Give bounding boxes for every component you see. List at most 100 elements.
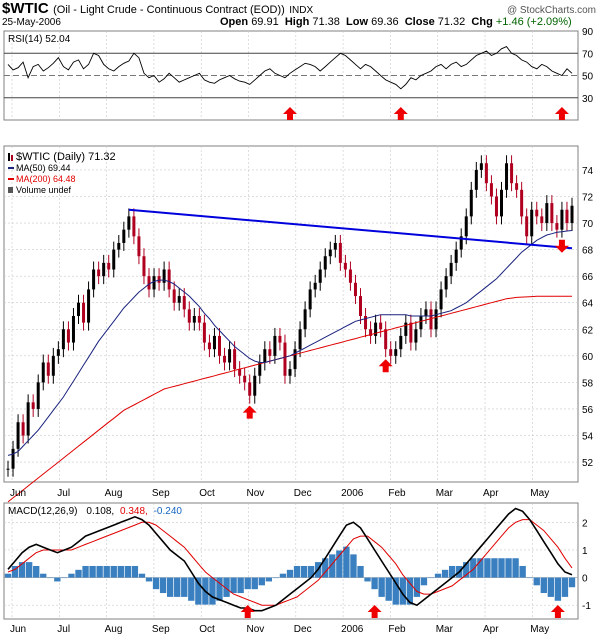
price-body-67 — [343, 262, 347, 270]
macd-hist-bar-13 — [96, 565, 103, 578]
price-candles — [6, 155, 574, 477]
price-body-94 — [479, 163, 483, 170]
price-body-96 — [489, 183, 493, 197]
ma50-line — [7, 230, 573, 456]
price-body-84 — [429, 309, 433, 330]
price-body-26 — [137, 236, 141, 257]
price-body-108 — [550, 203, 554, 224]
price-body-89 — [454, 249, 458, 263]
ohlc-high-label: High — [284, 16, 310, 28]
macd-hist-bar-57 — [406, 577, 414, 605]
macd-hist-bar-23 — [166, 577, 174, 597]
price-body-25 — [132, 216, 136, 237]
macd-hist-bar-11 — [82, 565, 89, 578]
macd-hist-bar-79 — [561, 577, 569, 597]
price-tick-54: 54 — [582, 432, 594, 443]
price-body-41 — [212, 335, 216, 350]
price-body-16 — [87, 289, 91, 323]
price-body-68 — [348, 269, 352, 283]
month-label-0-1: Jul — [57, 488, 70, 499]
price-arrow-0 — [242, 405, 257, 419]
month-label-1-3: Sep — [152, 624, 170, 635]
price-body-43 — [223, 355, 227, 363]
macd-hist-bar-51 — [364, 577, 371, 582]
macd-hist-bar-45 — [322, 558, 329, 578]
macd-arrow-0 — [240, 605, 255, 618]
price-body-5 — [31, 402, 35, 409]
legend-label-2: MA(200) 64.48 — [16, 174, 76, 184]
macd-hist-bar-4 — [33, 565, 40, 578]
price-body-19 — [102, 262, 106, 277]
price-body-32 — [167, 269, 171, 290]
price-body-52 — [268, 349, 272, 356]
price-tick-56: 56 — [582, 405, 594, 416]
macd-hist-bar-67 — [477, 558, 484, 578]
macd-legend-1: 0.108, — [86, 506, 114, 517]
macd-hist-bar-50 — [357, 565, 364, 578]
price-body-17 — [92, 269, 96, 290]
price-arrow-1 — [378, 359, 393, 373]
price-body-35 — [182, 296, 186, 310]
macd-hist-bar-27 — [195, 577, 202, 605]
month-label-0-6: Dec — [294, 488, 312, 499]
macd-hist-bar-31 — [223, 577, 230, 597]
macd-hist-bar-53 — [378, 577, 385, 597]
macd-hist-bar-70 — [498, 558, 505, 578]
price-body-9 — [51, 355, 55, 376]
macd-tick-0: 0 — [582, 574, 588, 585]
macd-hist-bar-80 — [568, 577, 576, 588]
month-label-1-11: May — [530, 624, 549, 635]
price-body-79 — [404, 322, 408, 336]
macd-hist-bar-63 — [448, 565, 456, 578]
macd-hist-bar-9 — [68, 573, 75, 578]
price-body-102 — [520, 189, 524, 217]
month-label-1-0: Jun — [10, 624, 26, 635]
macd-hist-bar-74 — [526, 577, 533, 579]
macd-hist-bar-75 — [533, 577, 540, 586]
price-body-80 — [409, 322, 413, 343]
macd-hist-bar-72 — [512, 558, 519, 578]
rsi-arrow-2 — [554, 107, 569, 120]
macd-hist-bar-25 — [181, 577, 188, 597]
month-label-1-4: Oct — [199, 624, 215, 635]
description: (Oil - Light Crude - Continuous Contract… — [53, 4, 285, 16]
price-body-75 — [384, 329, 388, 350]
macd-hist-bar-37 — [265, 577, 273, 582]
macd-hist-bar-59 — [420, 577, 428, 586]
price-body-20 — [107, 262, 111, 270]
macd-hist-bar-21 — [152, 577, 160, 590]
price-body-82 — [419, 315, 423, 330]
price-body-95 — [484, 163, 488, 184]
macd-arrow-2 — [550, 605, 565, 618]
price-arrow-2 — [554, 239, 569, 253]
price-body-112 — [570, 205, 574, 224]
macd-hist-bar-3 — [25, 562, 33, 578]
legend-label-0: $WTIC (Daily) 71.32 — [16, 151, 116, 163]
month-label-1-5: Nov — [247, 624, 265, 635]
month-label-1-1: Jul — [57, 624, 70, 635]
macd-hist-bar-12 — [89, 565, 96, 578]
legend-swatch-3 — [8, 187, 13, 193]
macd-hist-bar-77 — [547, 577, 555, 597]
price-body-86 — [439, 289, 443, 310]
price-body-42 — [218, 335, 221, 356]
macd-hist-bar-54 — [385, 577, 392, 601]
price-body-38 — [197, 315, 201, 323]
price-body-59 — [303, 309, 307, 330]
month-label-0-8: Feb — [388, 488, 406, 499]
price-body-92 — [469, 189, 473, 217]
price-body-3 — [21, 422, 25, 436]
macd-hist-bar-68 — [484, 558, 491, 578]
macd-hist-bar-56 — [399, 577, 406, 605]
macd-hist-bar-30 — [216, 577, 223, 601]
price-body-55 — [283, 342, 287, 376]
price-body-6 — [36, 382, 40, 409]
month-label-0-5: Nov — [247, 488, 265, 499]
ohlc-close-value: 71.32 — [437, 16, 466, 28]
macd-hist-bar-35 — [251, 577, 258, 590]
macd-hist-bar-58 — [413, 577, 421, 597]
price-body-63 — [323, 256, 327, 270]
macd-hist-bar-14 — [103, 565, 110, 578]
ohlc-row: Open 69.91 High 71.38 Low 69.36 Close 71… — [220, 16, 572, 28]
price-body-103 — [525, 216, 529, 237]
